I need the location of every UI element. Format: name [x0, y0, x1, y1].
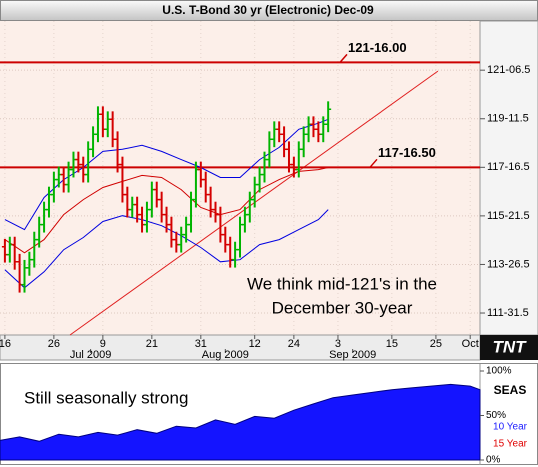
annotation: We think mid-121's in the	[247, 274, 437, 293]
price-axis	[479, 20, 538, 336]
legend-entry: 15 Year	[493, 439, 528, 450]
logo: TNT	[492, 337, 527, 356]
legend-entry: 10 Year	[493, 422, 528, 433]
x-tick-label: 31	[195, 338, 207, 350]
y-tick-label: 111-31.5	[487, 307, 529, 319]
x-tick-label: 26	[48, 338, 60, 350]
month-tick-label: Jul 2009	[70, 349, 112, 361]
y-axis-label: SEAS	[494, 383, 527, 397]
logo-box	[480, 335, 538, 360]
x-tick-label: 15	[386, 338, 398, 350]
y-tick-label: 115-21.5	[487, 210, 530, 222]
overlay-line	[4, 167, 329, 254]
y-tick-label: 0%	[486, 455, 501, 466]
level-label: 121-16.00	[348, 40, 407, 55]
time-axis	[0, 334, 481, 361]
level-pointer	[339, 53, 348, 63]
month-tick-label: Sep 2009	[329, 349, 376, 361]
y-tick-label: 121-06.5	[487, 64, 530, 76]
y-tick-label: 119-11.5	[487, 113, 529, 125]
level-pointer	[369, 158, 378, 168]
chart-title: U.S. T-Bond 30 yr (Electronic) Dec-09	[162, 3, 374, 17]
seasonal-area	[0, 383, 481, 461]
month-tick-label: Aug 2009	[202, 349, 249, 361]
x-tick-label: 9	[100, 338, 106, 350]
x-tick-label: Oct	[462, 338, 479, 350]
x-tick-label: 24	[288, 338, 300, 350]
level-label: 117-16.50	[378, 145, 436, 160]
y-tick-label: 113-26.5	[487, 258, 530, 270]
y-tick-label: 100%	[486, 366, 512, 377]
x-tick-label: 3	[335, 338, 341, 350]
annotation: Still seasonally strong	[24, 388, 188, 407]
y-tick-label: 117-16.5	[487, 161, 530, 173]
x-tick-label: 16	[0, 338, 11, 350]
x-tick-label: 21	[146, 338, 158, 350]
overlay-line	[4, 118, 329, 231]
y-tick-label: 50%	[486, 410, 506, 421]
annotation: December 30-year	[272, 298, 413, 317]
x-tick-label: 25	[430, 338, 442, 350]
x-tick-label: 12	[249, 338, 261, 350]
marks: 121-06.5 119-11.5 117-16.5 115-21.5 113-26.5…	[0, 21, 530, 466]
